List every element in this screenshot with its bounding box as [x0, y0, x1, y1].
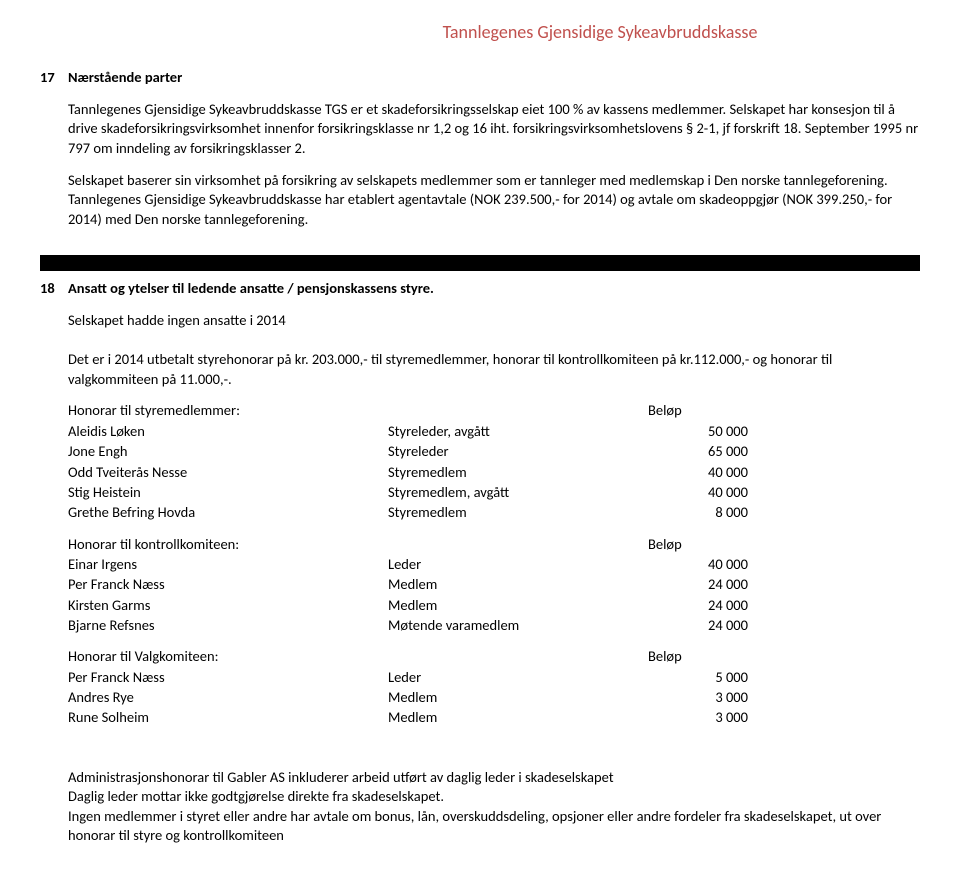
note-number: 18 — [40, 279, 68, 299]
person-role: Styreleder, avgått — [388, 421, 648, 441]
note-18-heading: 18 Ansatt og ytelser til ledende ansatte… — [40, 279, 920, 299]
person-name: Einar Irgens — [68, 554, 388, 574]
person-name: Bjarne Refsnes — [68, 615, 388, 635]
amount: 50 000 — [648, 421, 748, 441]
note-title: Nærstående parter — [68, 68, 182, 88]
person-role: Medlem — [388, 574, 648, 594]
page-header: Tannlegenes Gjensidige Sykeavbruddskasse — [280, 20, 920, 44]
table-header-row: Honorar til kontrollkomiteen: Beløp — [68, 535, 920, 555]
person-role: Leder — [388, 667, 648, 687]
amount: 3 000 — [648, 687, 748, 707]
note-17-heading: 17 Nærstående parter — [40, 68, 920, 88]
person-name: Kirsten Garms — [68, 595, 388, 615]
note-18-paragraph-1: Selskapet hadde ingen ansatte i 2014 — [68, 311, 920, 331]
amount: 24 000 — [648, 574, 748, 594]
divider-bar — [40, 255, 920, 271]
amount-label: Beløp — [648, 535, 682, 555]
amount: 24 000 — [648, 615, 748, 635]
amount: 3 000 — [648, 707, 748, 727]
kontrollkomiteen-table: Honorar til kontrollkomiteen: Beløp Eina… — [68, 535, 920, 636]
person-role: Møtende varamedlem — [388, 615, 648, 635]
person-role: Styreleder — [388, 441, 648, 461]
table-row: Rune Solheim Medlem 3 000 — [68, 707, 920, 727]
styremedlemmer-table: Honorar til styremedlemmer: Beløp Aleidi… — [68, 401, 920, 522]
amount: 65 000 — [648, 441, 748, 461]
table-row: Per Franck Næss Medlem 24 000 — [68, 574, 920, 594]
amount: 40 000 — [648, 482, 748, 502]
note-title: Ansatt og ytelser til ledende ansatte / … — [68, 279, 434, 299]
person-name: Jone Engh — [68, 441, 388, 461]
final-paragraph: Administrasjonshonorar til Gabler AS ink… — [68, 768, 920, 846]
table-heading: Honorar til Valgkomiteen: — [68, 647, 388, 667]
note-17-paragraph-2: Selskapet baserer sin virksomhet på fors… — [68, 171, 920, 230]
person-name: Per Franck Næss — [68, 667, 388, 687]
table-row: Andres Rye Medlem 3 000 — [68, 687, 920, 707]
table-row: Aleidis Løken Styreleder, avgått 50 000 — [68, 421, 920, 441]
final-line-3: Ingen medlemmer i styret eller andre har… — [68, 807, 920, 846]
person-name: Odd Tveiterås Nesse — [68, 462, 388, 482]
table-row: Grethe Befring Hovda Styremedlem 8 000 — [68, 502, 920, 522]
table-row: Odd Tveiterås Nesse Styremedlem 40 000 — [68, 462, 920, 482]
person-name: Grethe Befring Hovda — [68, 502, 388, 522]
amount: 5 000 — [648, 667, 748, 687]
amount-label: Beløp — [648, 401, 682, 421]
table-row: Bjarne Refsnes Møtende varamedlem 24 000 — [68, 615, 920, 635]
amount: 40 000 — [648, 554, 748, 574]
table-row: Einar Irgens Leder 40 000 — [68, 554, 920, 574]
person-name: Per Franck Næss — [68, 574, 388, 594]
note-17-paragraph-1: Tannlegenes Gjensidige Sykeavbruddskasse… — [68, 100, 920, 159]
person-name: Aleidis Løken — [68, 421, 388, 441]
table-header-row: Honorar til Valgkomiteen: Beløp — [68, 647, 920, 667]
person-role: Medlem — [388, 707, 648, 727]
table-heading: Honorar til styremedlemmer: — [68, 401, 388, 421]
person-role: Styremedlem — [388, 462, 648, 482]
table-row: Per Franck Næss Leder 5 000 — [68, 667, 920, 687]
person-name: Andres Rye — [68, 687, 388, 707]
amount: 40 000 — [648, 462, 748, 482]
person-role: Leder — [388, 554, 648, 574]
person-role: Styremedlem — [388, 502, 648, 522]
person-role: Medlem — [388, 595, 648, 615]
table-header-row: Honorar til styremedlemmer: Beløp — [68, 401, 920, 421]
valgkomiteen-table: Honorar til Valgkomiteen: Beløp Per Fran… — [68, 647, 920, 727]
person-role: Styremedlem, avgått — [388, 482, 648, 502]
note-18-paragraph-2: Det er i 2014 utbetalt styrehonorar på k… — [68, 350, 920, 389]
table-heading: Honorar til kontrollkomiteen: — [68, 535, 388, 555]
person-name: Stig Heistein — [68, 482, 388, 502]
table-row: Jone Engh Styreleder 65 000 — [68, 441, 920, 461]
person-role: Medlem — [388, 687, 648, 707]
person-name: Rune Solheim — [68, 707, 388, 727]
final-line-2: Daglig leder mottar ikke godtgjørelse di… — [68, 787, 920, 807]
table-row: Stig Heistein Styremedlem, avgått 40 000 — [68, 482, 920, 502]
note-number: 17 — [40, 68, 68, 88]
amount: 24 000 — [648, 595, 748, 615]
amount: 8 000 — [648, 502, 748, 522]
final-line-1: Administrasjonshonorar til Gabler AS ink… — [68, 768, 920, 788]
amount-label: Beløp — [648, 647, 682, 667]
table-row: Kirsten Garms Medlem 24 000 — [68, 595, 920, 615]
